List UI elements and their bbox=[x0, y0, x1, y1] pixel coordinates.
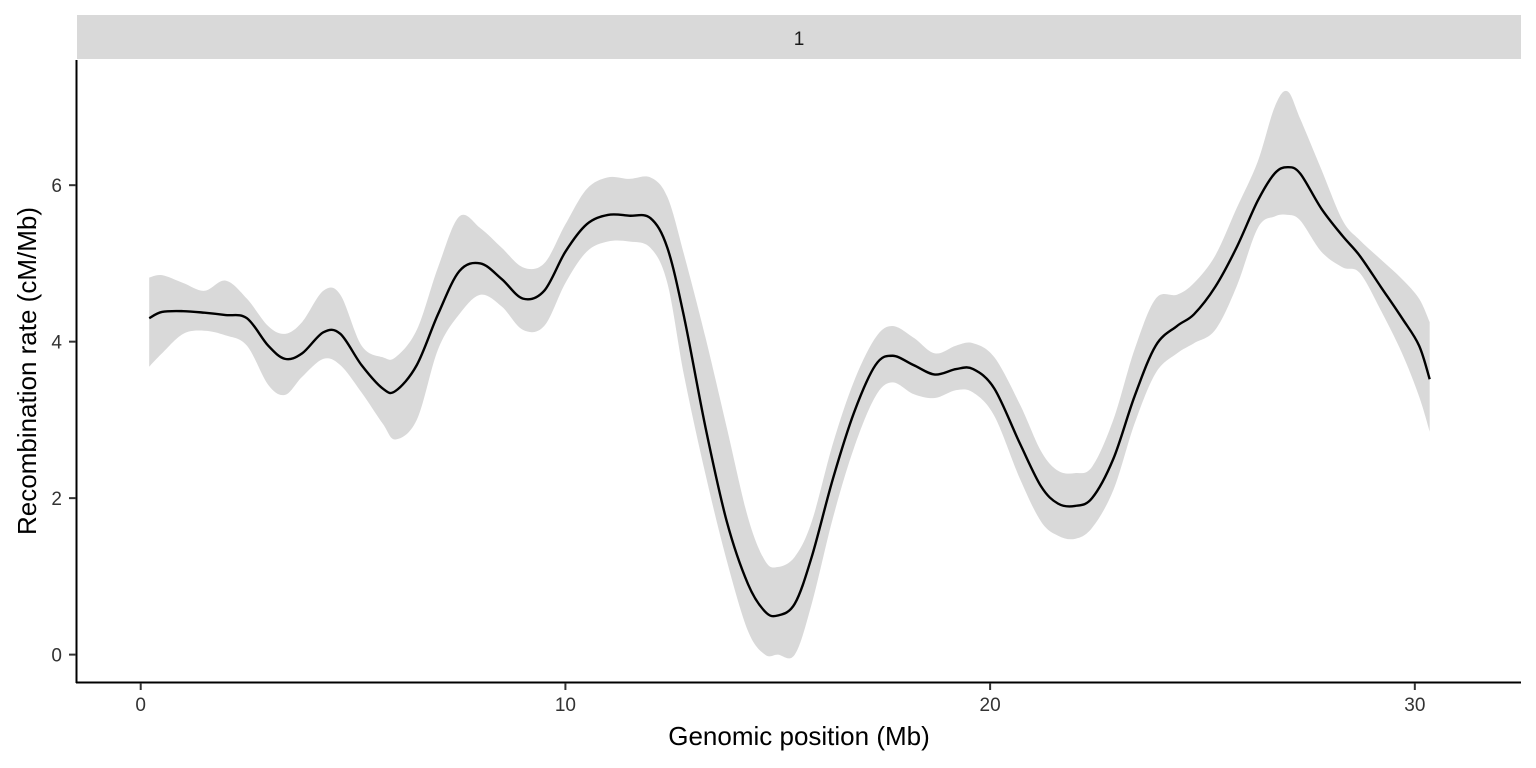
y-tick-label: 6 bbox=[51, 176, 62, 197]
y-axis-ticks: 0 2 4 6 bbox=[51, 176, 76, 667]
facet-strip: 1 bbox=[77, 15, 1521, 59]
confidence-ribbon bbox=[149, 90, 1430, 659]
y-tick-label: 4 bbox=[51, 333, 62, 354]
x-axis-ticks: 0 10 20 30 bbox=[135, 683, 1425, 716]
x-tick-label: 10 bbox=[555, 695, 576, 716]
facet-strip-label: 1 bbox=[794, 29, 805, 50]
y-tick-label: 2 bbox=[51, 489, 62, 510]
x-tick-label: 0 bbox=[135, 695, 146, 716]
plot-area bbox=[148, 90, 1431, 659]
x-tick-label: 30 bbox=[1404, 695, 1425, 716]
facet-strip-background bbox=[77, 15, 1521, 59]
y-axis-title: Recombination rate (cM/Mb) bbox=[12, 207, 42, 535]
x-tick-label: 20 bbox=[980, 695, 1001, 716]
smooth-line bbox=[148, 165, 1431, 618]
axes: 0 10 20 30 0 2 4 6 bbox=[51, 60, 1521, 716]
y-tick-label: 0 bbox=[51, 646, 62, 667]
x-axis-title: Genomic position (Mb) bbox=[668, 721, 930, 751]
